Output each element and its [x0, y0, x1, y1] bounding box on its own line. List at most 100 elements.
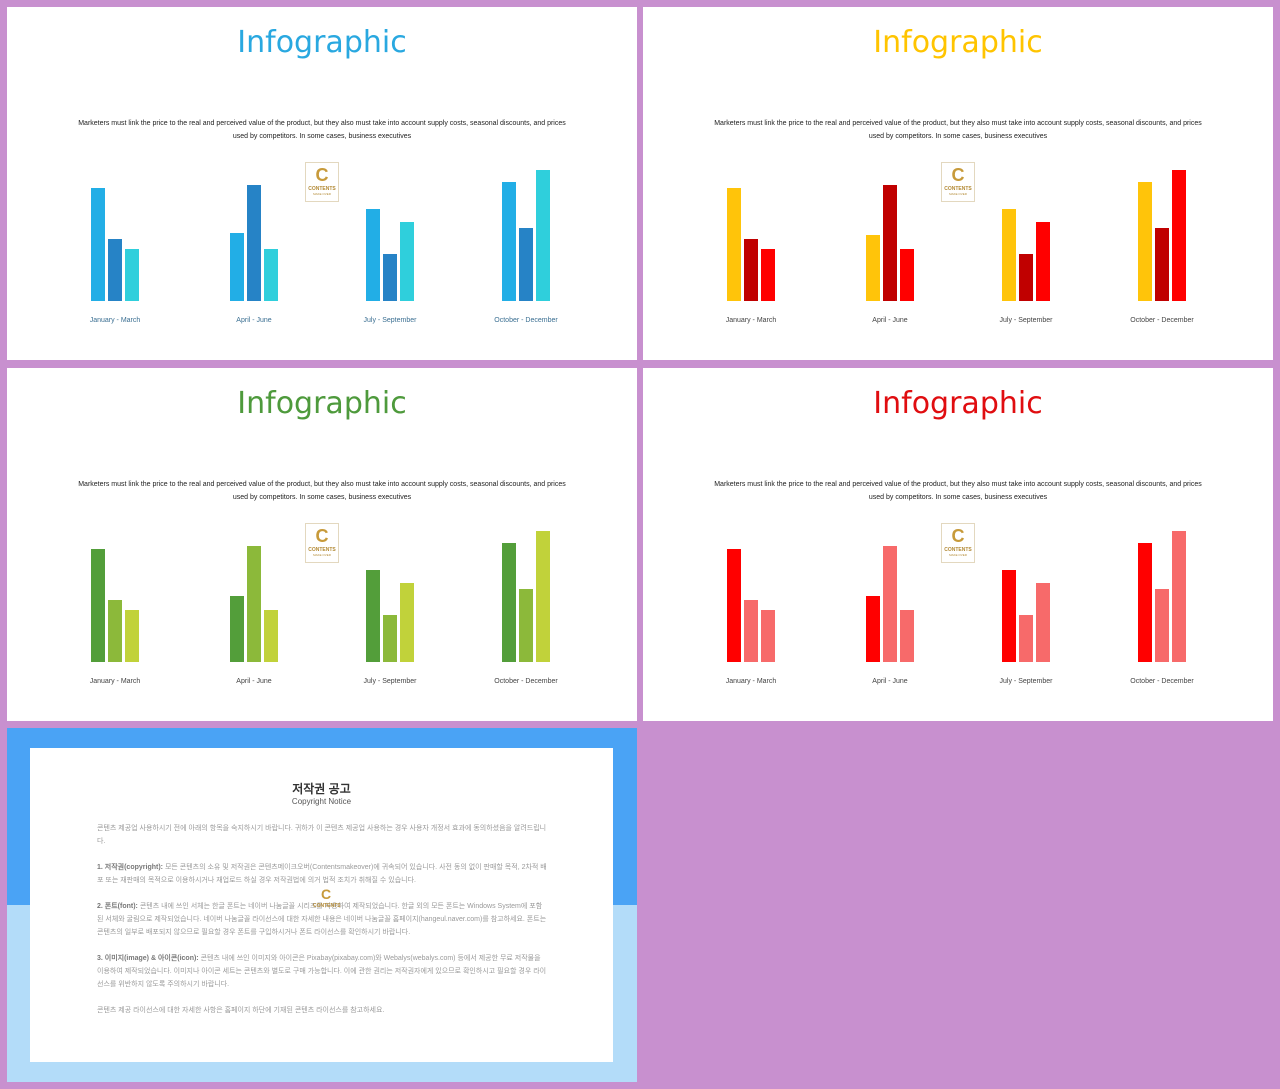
slide-description: Marketers must link the price to the rea… [714, 120, 1202, 140]
x-tick-label: October - December [1130, 317, 1194, 324]
notice-subtitle: Copyright Notice [291, 797, 352, 806]
bar [866, 235, 880, 301]
x-tick-label: April - June [872, 678, 908, 685]
bar [1036, 583, 1050, 662]
notice-item: 1. 저작권(copyright): 모든 콘텐츠의 소유 및 저작권은 콘텐츠… [97, 861, 547, 887]
x-tick-label: April - June [236, 678, 272, 685]
bar [383, 254, 397, 301]
bar [1002, 570, 1016, 662]
x-tick-label: July - September [1000, 678, 1054, 685]
bar [247, 185, 261, 301]
bar [761, 610, 775, 662]
slide-description: Marketers must link the price to the rea… [78, 120, 566, 140]
x-tick-label: January - March [726, 678, 777, 685]
notice-item-heading: 1. 저작권(copyright): [97, 864, 163, 871]
notice-item: 3. 이미지(image) & 아이콘(icon): 콘텐츠 내에 쓰인 이미지… [97, 952, 547, 991]
x-tick-label: October - December [1130, 678, 1194, 685]
x-tick-label: October - December [494, 317, 558, 324]
bar [502, 182, 516, 301]
bar [264, 249, 278, 301]
notice-card: 저작권 공고 Copyright Notice 콘텐츠 제공업 사용하시기 전에… [30, 748, 613, 1062]
bar [536, 531, 550, 662]
notice-item-text: 콘텐츠 내에 쓰인 서체는 한글 폰트는 네이버 나눔글꼴 시리즈를 사용하여 … [97, 903, 547, 936]
bar [400, 583, 414, 662]
contents-logo: C CONTENTS MAKE OVER [941, 523, 975, 563]
bar [383, 615, 397, 662]
contents-logo: C CONTENTS [313, 886, 341, 909]
notice-item-text: 모든 콘텐츠의 소유 및 저작권은 콘텐츠메이크오버(Contentsmakeo… [97, 864, 547, 884]
bar [866, 596, 880, 662]
bar [1172, 531, 1186, 662]
bar [1138, 543, 1152, 662]
notice-item-heading: 3. 이미지(image) & 아이콘(icon): [97, 955, 199, 962]
bar [900, 249, 914, 301]
notice-body: 콘텐츠 제공업 사용하시기 전에 아래의 항목을 숙지하시기 바랍니다. 귀하가… [97, 822, 547, 1030]
bar [366, 570, 380, 662]
x-tick-label: January - March [90, 678, 141, 685]
slide-1[interactable]: Infographic Marketers must link the pric… [7, 7, 637, 360]
slide-title: Infographic [873, 386, 1043, 421]
contents-logo: C CONTENTS MAKE OVER [941, 162, 975, 202]
bar [1002, 209, 1016, 301]
contents-logo: C CONTENTS MAKE OVER [305, 523, 339, 563]
bar [366, 209, 380, 301]
bar [744, 600, 758, 662]
bar [1172, 170, 1186, 301]
bar [883, 546, 897, 662]
bar [883, 185, 897, 301]
slide-description: Marketers must link the price to the rea… [714, 481, 1202, 501]
bar [125, 249, 139, 301]
bar [108, 600, 122, 662]
notice-item-heading: 2. 폰트(font): [97, 903, 138, 910]
bar-chart: January - March April - June July - Septem… [726, 531, 1194, 685]
bar [519, 589, 533, 662]
bar [1155, 228, 1169, 301]
bar [519, 228, 533, 301]
bar [1019, 615, 1033, 662]
slide-title: Infographic [873, 25, 1043, 60]
bar [744, 239, 758, 301]
bar [400, 222, 414, 301]
slide-description: Marketers must link the price to the rea… [78, 481, 566, 501]
bar [125, 610, 139, 662]
slide-title: Infographic [237, 386, 407, 421]
bar [91, 549, 105, 662]
bar-chart: January - March April - June July - Septem… [726, 170, 1194, 324]
bar [108, 239, 122, 301]
notice-intro: 콘텐츠 제공업 사용하시기 전에 아래의 항목을 숙지하시기 바랍니다. 귀하가… [97, 825, 547, 845]
x-tick-label: January - March [726, 317, 777, 324]
bar [264, 610, 278, 662]
bar [1036, 222, 1050, 301]
contents-logo: C CONTENTS MAKE OVER [305, 162, 339, 202]
bar [1155, 589, 1169, 662]
x-tick-label: July - September [1000, 317, 1054, 324]
x-tick-label: January - March [90, 317, 141, 324]
bar [91, 188, 105, 301]
x-tick-label: October - December [494, 678, 558, 685]
slide-title: Infographic [237, 25, 407, 60]
bar [230, 596, 244, 662]
slide-4[interactable]: Infographic Marketers must link the pric… [643, 368, 1273, 721]
slide-3[interactable]: Infographic Marketers must link the pric… [7, 368, 637, 721]
bar [900, 610, 914, 662]
bar [727, 188, 741, 301]
x-tick-label: April - June [236, 317, 272, 324]
bar [230, 233, 244, 301]
bar-chart: January - March April - June July - Septem… [90, 170, 558, 324]
x-tick-label: April - June [872, 317, 908, 324]
bar [761, 249, 775, 301]
bar [1138, 182, 1152, 301]
notice-title: 저작권 공고 [292, 782, 351, 796]
x-tick-label: July - September [364, 317, 418, 324]
bar [727, 549, 741, 662]
bar [1019, 254, 1033, 301]
notice-outro: 콘텐츠 제공 라이선스에 대한 자세한 사항은 홈페이지 하단에 기재된 콘텐츠… [97, 1007, 385, 1014]
bar-chart: January - March April - June July - Septem… [90, 531, 558, 685]
bar [502, 543, 516, 662]
x-tick-label: July - September [364, 678, 418, 685]
bar [247, 546, 261, 662]
notice-item: 2. 폰트(font): 콘텐츠 내에 쓰인 서체는 한글 폰트는 네이버 나눔… [97, 900, 547, 939]
copyright-notice-slide[interactable]: 저작권 공고 Copyright Notice 콘텐츠 제공업 사용하시기 전에… [7, 728, 637, 1082]
slide-2[interactable]: Infographic Marketers must link the pric… [643, 7, 1273, 360]
notice-item-text: 콘텐츠 내에 쓰인 이미지와 아이콘은 Pixabay(pixabay.com)… [97, 955, 547, 988]
